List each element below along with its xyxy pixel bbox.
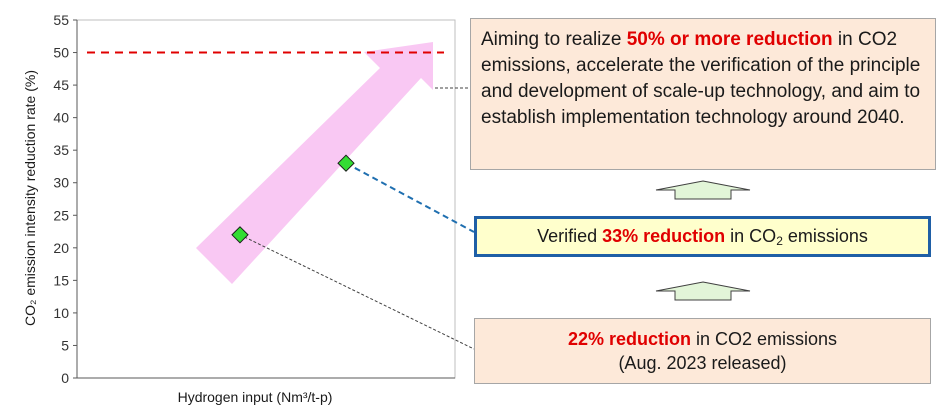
- y-tick-label: 5: [61, 337, 69, 353]
- y-tick-label: 0: [61, 370, 69, 386]
- released-box: 22% reduction in CO2 emissions (Aug. 202…: [474, 318, 931, 384]
- target-highlight: 50% or more reduction: [626, 29, 833, 50]
- y-tick-label: 45: [53, 77, 69, 93]
- y-tick-label: 20: [53, 240, 69, 256]
- verified-box: Verified 33% reduction in CO2 emissions: [474, 216, 931, 257]
- data-point: [231, 226, 249, 244]
- y-tick-label: 30: [53, 175, 69, 191]
- data-point: [337, 154, 355, 172]
- x-axis-label: Hydrogen input (Nm³/t-p): [178, 389, 333, 405]
- connector-verified: [345, 162, 475, 233]
- y-tick-label: 25: [53, 207, 69, 223]
- verified-subscript: 2: [776, 234, 783, 248]
- y-tick-label: 55: [53, 12, 69, 28]
- y-tick-label: 50: [53, 45, 69, 61]
- released-highlight: 22% reduction: [567, 329, 691, 349]
- verified-highlight: 33% reduction: [602, 226, 726, 246]
- y-tick-label: 35: [53, 142, 69, 158]
- released-line1: 22% reduction in CO2 emissions: [475, 327, 930, 351]
- y-tick-label: 10: [53, 305, 69, 321]
- target-text-pre: Aiming to realize: [481, 29, 627, 50]
- verified-text-mid: in CO: [725, 226, 777, 246]
- target-box: Aiming to realize 50% or more reduction …: [470, 18, 936, 170]
- up-arrow-lower: [655, 281, 751, 301]
- y-axis-label: CO₂ emission intensity reduction rate (%…: [22, 70, 38, 326]
- y-tick-label: 40: [53, 110, 69, 126]
- verified-text-post: emissions: [782, 226, 868, 246]
- trend-arrow: [196, 42, 433, 284]
- released-text-post: in CO2 emissions: [690, 329, 838, 349]
- connector-released: [239, 234, 475, 350]
- verified-text-pre: Verified: [537, 226, 603, 246]
- y-tick-label: 15: [53, 272, 69, 288]
- target-text-post: in CO2 emissions, accelerate the verific…: [481, 29, 921, 128]
- released-line2: (Aug. 2023 released): [618, 353, 787, 373]
- up-arrow-upper: [655, 180, 751, 200]
